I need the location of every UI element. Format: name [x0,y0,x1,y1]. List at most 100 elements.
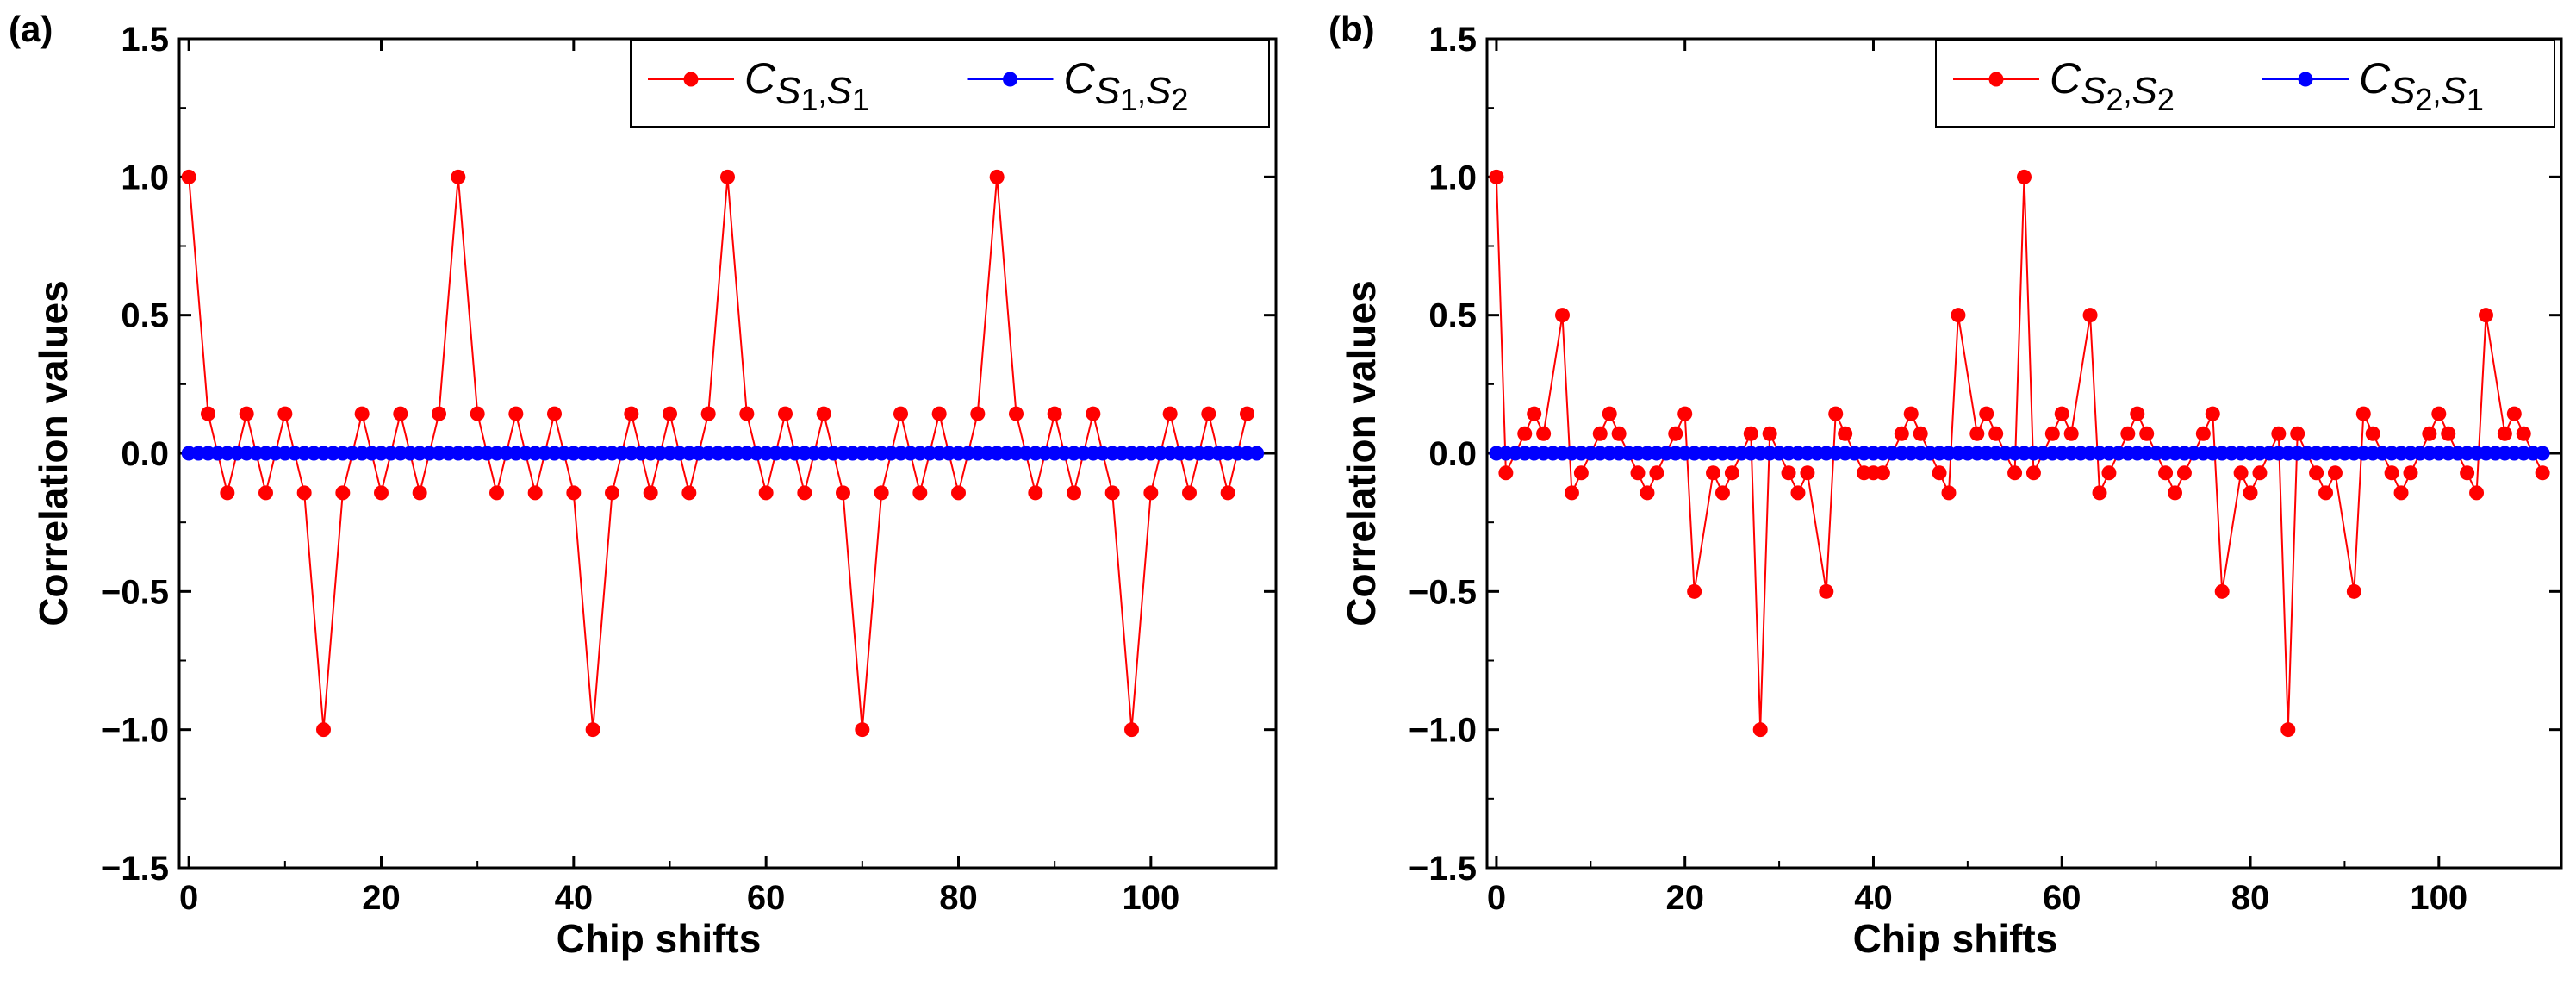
x-tick-label: 40 [1854,879,1893,917]
data-point [2025,465,2041,481]
panel-label: (a) [9,9,53,49]
data-point [1182,485,1197,501]
data-point [1649,465,1664,481]
y-tick-label: −1.5 [101,850,169,888]
data-point [874,485,889,501]
legend-label: CS2,S2 [2050,54,2175,117]
data-point [1640,485,1655,501]
y-axis-title: Correlation values [1339,280,1384,626]
y-tick-label: −1.5 [1409,850,1477,888]
data-point [2007,465,2023,481]
data-point [1536,426,1552,441]
data-point [527,485,543,501]
data-point [2346,583,2361,599]
legend-box [630,40,1270,128]
x-tick-label: 80 [2231,879,2270,917]
data-point [2271,426,2287,441]
data-point [1047,406,1062,421]
data-point [1969,426,1985,441]
data-point [1573,465,1589,481]
data-point [258,485,273,501]
data-point [1903,406,1919,421]
data-point [1668,426,1683,441]
data-point [2327,465,2343,481]
series-blue [1489,446,2550,461]
legend-label: CS1,S2 [1064,54,1189,117]
data-point [1527,406,1542,421]
data-point [1498,465,1514,481]
data-point [470,406,485,421]
data-point [1706,465,1721,481]
data-point [2403,465,2418,481]
y-tick-label: 0.5 [1428,297,1477,335]
data-point [2469,485,2485,501]
data-point [2280,722,2296,738]
data-point [432,406,446,421]
x-tick-label: 60 [2043,879,2081,917]
series-red [1489,169,2550,738]
data-point [1240,406,1254,421]
y-tick-label: 1.5 [1428,21,1477,59]
data-point [277,406,293,421]
data-point [585,722,600,738]
y-tick-label: −0.5 [101,573,169,611]
data-point [1752,722,1768,738]
data-point [2535,446,2550,461]
data-point [1828,406,1844,421]
data-point [855,722,870,738]
series-line [188,177,1248,730]
data-point [2318,485,2334,501]
data-point [1630,465,1646,481]
data-point [2478,308,2493,323]
legend-label: CS2,S1 [2359,54,2484,117]
data-point [1592,426,1608,441]
data-point [220,485,235,501]
data-point [508,406,524,421]
data-point [1913,426,1928,441]
x-tick-label: 0 [179,879,198,917]
data-point [2130,406,2145,421]
y-tick-label: 0.0 [121,435,169,473]
data-point [1555,308,1571,323]
data-point [624,406,639,421]
data-point [2243,485,2258,501]
data-point [2176,465,2192,481]
data-point [489,485,504,501]
data-point [1249,446,1265,461]
data-point [1687,583,1702,599]
data-point [2139,426,2155,441]
legend-marker [683,72,699,87]
x-axis-title: Chip shifts [557,916,762,961]
data-point [1743,426,1758,441]
y-tick-label: 0.0 [1428,435,1477,473]
legend-marker [2298,72,2313,87]
data-point [2214,583,2230,599]
data-point [412,485,427,501]
data-point [1838,426,1853,441]
data-point [1162,406,1178,421]
data-point [931,406,947,421]
data-point [1894,426,1909,441]
data-point [643,485,658,501]
x-tick-label: 20 [362,879,401,917]
y-tick-label: −1.0 [101,712,169,750]
data-point [2195,426,2211,441]
data-point [989,169,1005,184]
data-point [2054,406,2069,421]
data-point [547,406,562,421]
data-point [566,485,582,501]
data-point [1201,406,1216,421]
x-tick-label: 80 [939,879,978,917]
data-point [2516,426,2531,441]
data-point [758,485,774,501]
legend-label: CS1,S1 [744,54,869,117]
y-tick-label: −1.0 [1409,712,1477,750]
data-point [2205,406,2220,421]
data-point [2082,308,2098,323]
data-point [1220,485,1235,501]
data-point [2101,465,2117,481]
data-point [1104,485,1120,501]
data-point [1979,406,1994,421]
data-point [1067,485,1081,501]
